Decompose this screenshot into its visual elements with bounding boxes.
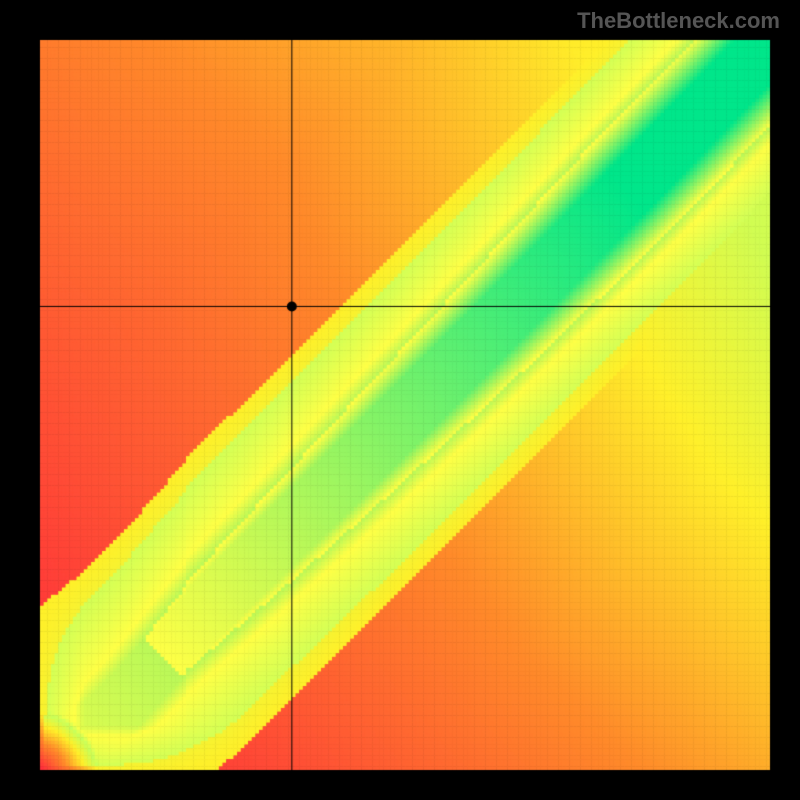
watermark-text: TheBottleneck.com: [577, 8, 780, 34]
bottleneck-heatmap: [0, 0, 800, 800]
